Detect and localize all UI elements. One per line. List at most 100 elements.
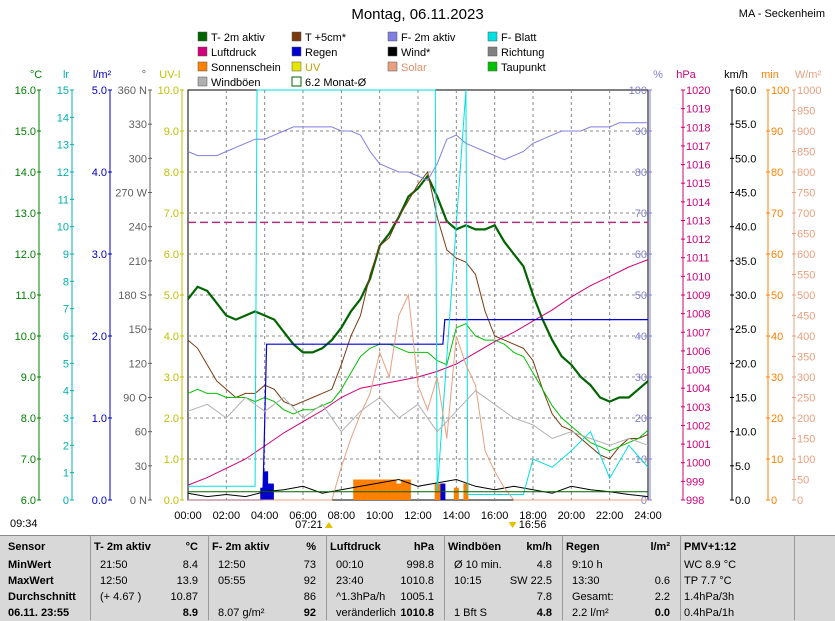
axis-tick-label: 12 — [57, 167, 69, 179]
axis-tick-label: 1020 — [686, 85, 710, 97]
weather-chart: 00:00 02:00 04:00 06:00 08:00 10:00 12:00 14:00… — [15, 31, 821, 531]
table-cell: 1 Bft S — [454, 607, 488, 619]
axis-tick-label: 1009 — [686, 290, 710, 302]
axis-tick-label: 999 — [686, 476, 704, 488]
axis-tick-label: 1018 — [686, 122, 710, 134]
axis-tick-label: 200 — [797, 413, 815, 425]
axis-tick-label: 6.0 — [21, 495, 36, 507]
axis-tick-label: 0.0 — [92, 495, 107, 507]
axis-tick-label: 60 — [771, 249, 783, 261]
axis-tick-label: 50 — [797, 475, 809, 487]
series-line — [188, 89, 649, 495]
legend-label: F- 2m aktiv — [401, 32, 456, 44]
table-cell-value: 7.8 — [536, 591, 552, 603]
bar-sonnenschein — [391, 479, 397, 500]
legend-swatch — [487, 46, 498, 57]
x-tick-label: 10:00 — [366, 510, 394, 522]
axis-tick-label: 1005 — [686, 365, 710, 377]
axis-tick-label: 20 — [635, 413, 647, 425]
table-cell-value: 4.8 — [536, 607, 552, 619]
table-header: Windböen — [448, 541, 502, 553]
table-cell-value: 86 — [303, 591, 316, 603]
axis-unit-label: hPa — [676, 69, 696, 81]
axis-tick-label: 2.0 — [92, 331, 107, 343]
legend-label: Solar — [401, 62, 427, 74]
axis-tick-label: 15 — [57, 85, 69, 97]
legend-label: Taupunkt — [501, 62, 546, 74]
sunrise-time: 09:34 — [10, 518, 38, 530]
axis-tick-label: 998 — [686, 495, 704, 507]
table-cell-value: 998.8 — [406, 559, 434, 571]
x-tick-label: 22:00 — [596, 510, 624, 522]
table-divider — [90, 535, 91, 620]
table-cell: 12:50 — [100, 575, 128, 587]
axis-tick-label: 1004 — [686, 383, 710, 395]
table-cell-value: 8.4 — [182, 559, 198, 571]
bar-sonnenschein — [362, 479, 368, 500]
axis-tick-label: 1007 — [686, 327, 710, 339]
sunset-icon — [508, 522, 517, 528]
axis-tick-label: 100 — [797, 454, 815, 466]
table-header-unit: hPa — [413, 541, 434, 553]
x-tick-label: 00:00 — [174, 510, 202, 522]
axis-tick-label: 1012 — [686, 234, 710, 246]
legend-label: UV — [305, 62, 321, 74]
legend-swatch — [487, 31, 498, 42]
x-tick-label: 12:00 — [404, 510, 432, 522]
axis-tick-label: 50.0 — [735, 153, 756, 165]
axis-tick-label: 7.0 — [21, 454, 36, 466]
legend-swatch — [197, 31, 208, 42]
table-header: T- 2m aktiv — [94, 541, 151, 553]
axis-tick-label: 4 — [63, 386, 69, 398]
axis-tick-label: 150 — [797, 434, 815, 446]
table-cell: 8.07 g/m² — [218, 607, 265, 619]
series-line — [187, 170, 649, 460]
table-cell-value: 0.6 — [654, 575, 670, 587]
legend-swatch — [387, 31, 398, 42]
axis-unit-label: km/h — [724, 69, 748, 81]
table-cell: 23:40 — [336, 575, 364, 587]
axis-unit-label: % — [653, 69, 663, 81]
table-cell: ^1.3hPa/h — [336, 591, 386, 603]
bar-sonnenschein — [367, 479, 373, 500]
legend-label: Sonnenschein — [211, 62, 281, 74]
table-cell: 2.2 l/m² — [572, 607, 609, 619]
axis-tick-label: 270 W — [115, 188, 147, 200]
axis-tick-label: 1016 — [686, 160, 710, 172]
axis-tick-label: 15.0 — [735, 393, 756, 405]
axis-tick-label: 80 — [771, 167, 783, 179]
table-header-unit: km/h — [526, 541, 552, 553]
legend-swatch — [197, 76, 208, 87]
sunset-time: 16:56 — [519, 519, 547, 531]
bar-regen — [263, 471, 269, 500]
axis-tick-label: 20 — [771, 413, 783, 425]
axis-tick-label: 750 — [797, 188, 815, 200]
table-divider — [794, 535, 795, 620]
axis-unit-label: lr — [63, 69, 69, 81]
axis-tick-label: 90 — [635, 126, 647, 138]
axis-tick-label: 10 — [771, 454, 783, 466]
legend-label: Regen — [305, 47, 337, 59]
axis-tick-label: 16.0 — [15, 85, 36, 97]
table-header: Regen — [566, 541, 600, 553]
table-cell-value: SW 22.5 — [509, 575, 552, 587]
legend-label: Windböen — [211, 77, 261, 89]
axis-tick-label: 5.0 — [164, 290, 179, 302]
axis-tick-label: 0 — [797, 495, 803, 507]
axis-tick-label: 350 — [797, 352, 815, 364]
legend-label: Luftdruck — [211, 47, 257, 59]
axis-tick-label: 1011 — [686, 253, 710, 265]
axis-tick-label: 30 — [635, 372, 647, 384]
x-tick-label: 04:00 — [251, 510, 279, 522]
axis-tick-label: 450 — [797, 311, 815, 323]
axis-tick-label: 60 — [135, 427, 147, 439]
axis-tick-label: 2.0 — [164, 413, 179, 425]
axis-tick-label: 40 — [771, 331, 783, 343]
table-divider — [680, 535, 681, 620]
axis-tick-label: 1002 — [686, 420, 710, 432]
axis-tick-label: 14 — [57, 112, 69, 124]
axis-tick-label: 8 — [63, 276, 69, 288]
legend-swatch — [291, 46, 302, 57]
axis-tick-label: 25.0 — [735, 324, 756, 336]
x-tick-label: 18:00 — [519, 510, 547, 522]
